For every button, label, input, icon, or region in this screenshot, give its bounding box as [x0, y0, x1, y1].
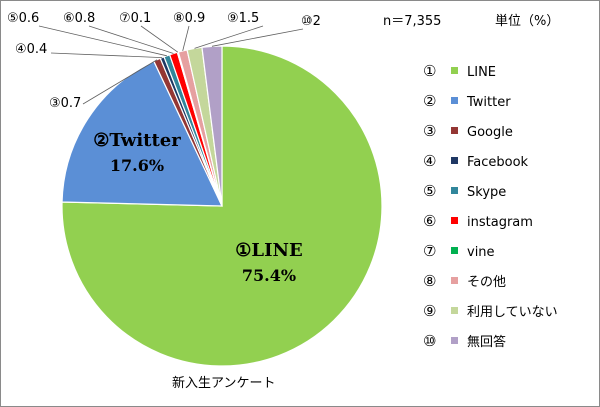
legend-number: ⑩: [423, 332, 436, 350]
legend-swatch: [451, 187, 458, 194]
legend-item-6: ⑥ instagram: [423, 212, 533, 230]
legend-label: Google: [467, 125, 513, 140]
callout-line-8: [182, 25, 190, 52]
legend-swatch: [451, 217, 458, 224]
legend-swatch: [451, 277, 458, 284]
legend-label: vine: [467, 245, 495, 260]
legend-item-5: ⑤ Skype: [423, 182, 506, 200]
callout-label-3: ③0.7: [49, 96, 81, 111]
pie-slice-2: [61, 60, 223, 207]
legend-label: Facebook: [467, 155, 529, 170]
legend: ① LINE ② Twitter ③ Google ④ Facebook ⑤ Skype ⑥ inst…: [423, 62, 558, 350]
legend-label: LINE: [467, 65, 496, 80]
legend-number: ⑦: [423, 242, 436, 260]
legend-item-8: ⑧ その他: [423, 272, 506, 290]
legend-swatch: [451, 127, 458, 134]
callout-line-5: [38, 25, 167, 57]
legend-number: ⑧: [423, 272, 436, 290]
legend-swatch: [451, 97, 458, 104]
legend-swatch: [451, 67, 458, 74]
inner-label-name-2: ②Twitter: [93, 130, 181, 151]
legend-number: ①: [423, 62, 436, 80]
legend-swatch: [451, 337, 458, 344]
callout-line-10: [211, 28, 304, 47]
chart-caption: 新入生アンケート: [172, 375, 275, 391]
legend-item-1: ① LINE: [423, 62, 496, 80]
callout-line-3: [82, 59, 158, 105]
legend-label: その他: [467, 275, 506, 290]
legend-item-4: ④ Facebook: [423, 152, 529, 170]
inner-label-value-2: 17.6%: [110, 156, 164, 175]
legend-swatch: [451, 307, 458, 314]
callout-label-9: ⑨1.5: [227, 11, 259, 26]
legend-item-9: ⑨ 利用していない: [423, 302, 558, 320]
legend-label: 無回答: [467, 334, 506, 350]
pie-slices: [61, 45, 383, 367]
legend-label: 利用していない: [467, 305, 558, 320]
legend-number: ⑥: [423, 212, 436, 230]
legend-label: Skype: [467, 185, 506, 200]
legend-swatch: [451, 247, 458, 254]
legend-number: ③: [423, 122, 436, 140]
legend-label: instagram: [467, 215, 533, 230]
sample-size-label: n＝7,355: [383, 14, 441, 29]
callout-label-8: ⑧0.9: [173, 11, 205, 26]
legend-item-2: ② Twitter: [423, 92, 511, 110]
unit-label: 単位（%）: [495, 13, 559, 29]
callout-label-4: ④0.4: [15, 42, 47, 57]
pie-callouts: ③0.7 ④0.4 ⑤0.6 ⑥0.8 ⑦0.1 ⑧0.9 ⑨1.5 ⑩2: [7, 11, 321, 111]
inner-label-value-1: 75.4%: [242, 266, 296, 285]
pie-inner-labels: ①LINE 75.4% ②Twitter 17.6%: [93, 130, 302, 285]
callout-label-7: ⑦0.1: [119, 11, 151, 26]
inner-label-name-1: ①LINE: [235, 240, 302, 261]
legend-label: Twitter: [466, 95, 511, 110]
callout-label-6: ⑥0.8: [63, 11, 95, 26]
legend-swatch: [451, 157, 458, 164]
callout-line-7: [140, 25, 179, 53]
legend-number: ④: [423, 152, 436, 170]
legend-number: ②: [423, 92, 436, 110]
callout-label-5: ⑤0.6: [7, 11, 39, 26]
legend-item-10: ⑩ 無回答: [423, 332, 506, 350]
callout-line-9: [194, 25, 264, 49]
callout-line-6: [88, 25, 174, 54]
legend-number: ⑤: [423, 182, 436, 200]
legend-item-3: ③ Google: [423, 122, 513, 140]
legend-number: ⑨: [423, 302, 436, 320]
legend-item-7: ⑦ vine: [423, 242, 495, 260]
callout-line-4: [50, 52, 163, 59]
callout-label-10: ⑩2: [301, 14, 321, 29]
